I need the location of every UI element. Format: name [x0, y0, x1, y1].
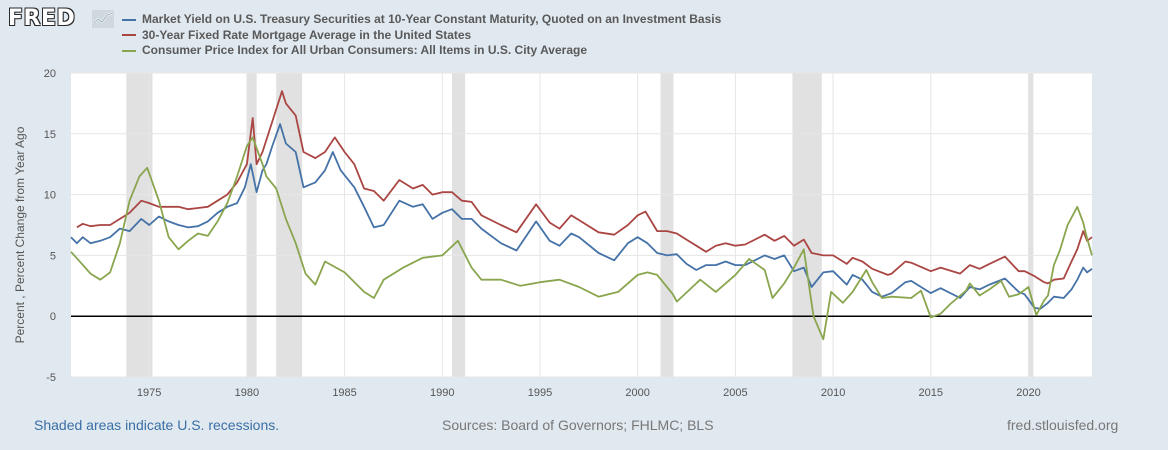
y-tick-label: 10	[44, 190, 56, 202]
x-tick-label: 2005	[723, 387, 747, 399]
y-tick-label: -5	[46, 372, 56, 384]
legend-swatch-cpi	[122, 49, 136, 52]
legend-label-cpi: Consumer Price Index for All Urban Consu…	[142, 43, 587, 57]
grid-lines	[71, 72, 1092, 378]
y-tick-label: 20	[44, 68, 56, 80]
legend-swatch-treasury	[122, 18, 136, 21]
recession-band	[660, 73, 674, 377]
series-lines	[70, 90, 1093, 341]
legend-item-treasury[interactable]: Market Yield on U.S. Treasury Securities…	[122, 12, 721, 28]
legend-item-mortgage[interactable]: 30-Year Fixed Rate Mortgage Average in t…	[122, 28, 721, 44]
sources-note: Sources: Board of Governors; FHLMC; BLS	[442, 417, 714, 433]
chart-logo-icon	[92, 10, 114, 28]
x-tick-label: 2000	[625, 387, 649, 399]
y-tick-label: 15	[44, 129, 56, 141]
x-tick-label: 2015	[919, 387, 943, 399]
y-tick-label: 0	[50, 311, 56, 323]
x-tick-label: 1990	[430, 387, 454, 399]
fred-logo[interactable]: FRED	[8, 6, 76, 31]
series-line-mortgage	[76, 90, 1093, 285]
recession-band	[246, 73, 257, 377]
legend-item-cpi[interactable]: Consumer Price Index for All Urban Consu…	[122, 43, 721, 59]
chart-legend: Market Yield on U.S. Treasury Securities…	[122, 12, 721, 59]
y-tick-label: 5	[50, 250, 56, 262]
y-axis-ticks: -5 0 5 10 15 20	[44, 68, 56, 384]
legend-label-treasury: Market Yield on U.S. Treasury Securities…	[142, 12, 722, 26]
site-link[interactable]: fred.stlouisfed.org	[1007, 417, 1119, 433]
series-line-cpi	[70, 136, 1093, 341]
recession-band	[452, 73, 466, 377]
x-tick-label: 1980	[235, 387, 259, 399]
recession-band	[1028, 73, 1034, 377]
legend-swatch-mortgage	[122, 34, 136, 37]
x-axis-ticks: 1975 1980 1985 1990 1995 2000 2005 2010 2015 2020	[137, 387, 1041, 399]
x-tick-label: 1995	[528, 387, 552, 399]
x-tick-label: 2010	[821, 387, 845, 399]
x-tick-label: 1975	[137, 387, 161, 399]
recession-band	[792, 73, 822, 377]
plot-area	[71, 73, 1092, 377]
legend-label-mortgage: 30-Year Fixed Rate Mortgage Average in t…	[142, 27, 472, 42]
line-chart[interactable]: -5 0 5 10 15 20 1975 1980 1985 1990 1995 2000 2005 2…	[0, 0, 1168, 410]
x-tick-label: 1985	[332, 387, 356, 399]
recessions-note-link[interactable]: Shaded areas indicate U.S. recessions.	[34, 417, 280, 433]
x-tick-label: 2020	[1016, 387, 1040, 399]
series-line-treasury	[70, 123, 1093, 310]
